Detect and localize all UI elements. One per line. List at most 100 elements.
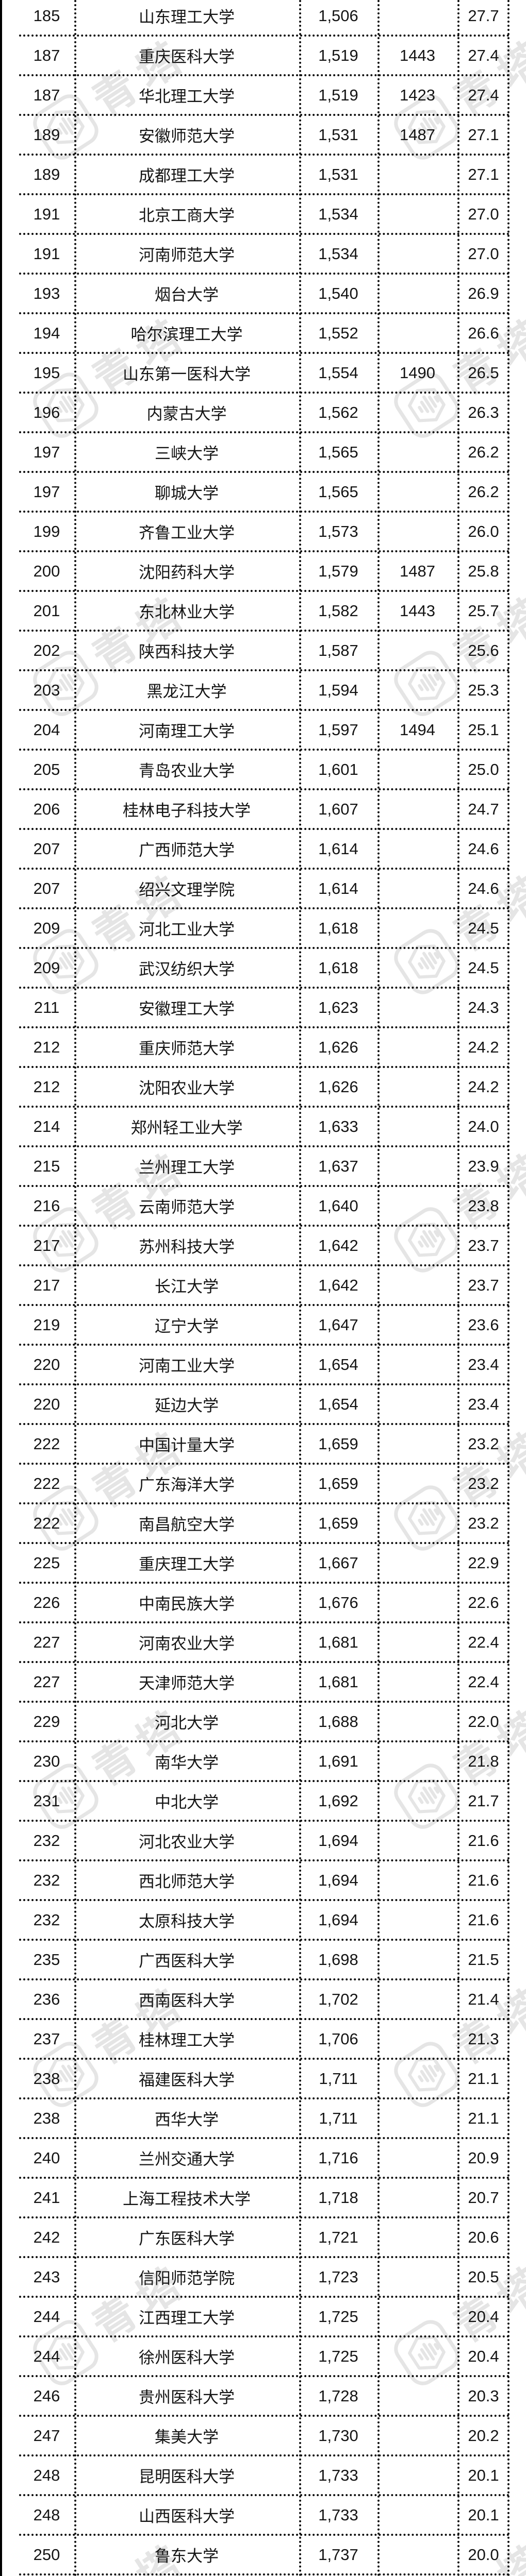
overall-rank-cell: 1,733 [318, 2505, 358, 2524]
overall-rank-cell: 1,506 [318, 6, 358, 25]
overall-rank-cell: 1,725 [318, 2307, 358, 2326]
overall-rank-cell: 1,573 [318, 522, 358, 540]
overall-rank-cell: 1,618 [318, 919, 358, 937]
table-row: 212 沈阳农业大学 1,626 24.2 [19, 1068, 509, 1108]
score-cell: 27.4 [468, 86, 499, 104]
table-row: 222 中国计量大学 1,659 23.2 [19, 1425, 509, 1465]
table-row: 241 上海工程技术大学 1,718 20.7 [19, 2179, 509, 2218]
table-row: 207 绍兴文理学院 1,614 24.6 [19, 870, 509, 909]
secondary-rank-cell: 1423 [400, 86, 435, 104]
overall-rank-cell: 1,698 [318, 1950, 358, 1969]
secondary-rank-cell [377, 2218, 457, 2256]
score-cell: 26.0 [468, 522, 499, 540]
overall-rank-cell: 1,565 [318, 482, 358, 501]
rank-cell: 246 [33, 2386, 60, 2405]
overall-rank-cell: 1,579 [318, 562, 358, 580]
university-name-cell: 黑龙江大学 [146, 683, 227, 701]
university-name-cell: 沈阳农业大学 [139, 1079, 235, 1097]
score-cell: 26.5 [468, 363, 499, 382]
table-row: 189 安徽师范大学 1,531 1487 27.1 [19, 116, 509, 156]
university-name-cell: 三峡大学 [155, 445, 219, 463]
table-row: 232 太原科技大学 1,694 21.6 [19, 1901, 509, 1941]
table-row: 211 安徽理工大学 1,623 24.3 [19, 989, 509, 1028]
table-right-border [507, 0, 509, 2576]
score-cell: 20.4 [468, 2307, 499, 2326]
score-cell: 25.3 [468, 681, 499, 699]
table-row: 189 成都理工大学 1,531 27.1 [19, 156, 509, 195]
rank-cell: 247 [33, 2426, 60, 2445]
overall-rank-cell: 1,723 [318, 2267, 358, 2286]
rank-cell: 248 [33, 2466, 60, 2484]
overall-rank-cell: 1,531 [318, 125, 358, 144]
secondary-rank-cell [377, 433, 457, 471]
rank-cell: 222 [33, 1514, 60, 1532]
overall-rank-cell: 1,706 [318, 2029, 358, 2048]
overall-rank-cell: 1,540 [318, 284, 358, 302]
secondary-rank-cell [377, 2536, 457, 2573]
rank-cell: 238 [33, 2109, 60, 2127]
rank-cell: 222 [33, 1474, 60, 1493]
overall-rank-cell: 1,614 [318, 839, 358, 858]
secondary-rank-cell [377, 1227, 457, 1264]
secondary-rank-cell [377, 751, 457, 788]
rank-cell: 211 [34, 998, 60, 1016]
score-cell: 22.9 [468, 1553, 499, 1572]
rank-cell: 191 [33, 205, 60, 223]
university-name-cell: 沈阳药科大学 [139, 564, 235, 582]
secondary-rank-cell [377, 394, 457, 431]
university-name-cell: 郑州轻工业大学 [130, 1119, 243, 1137]
university-name-cell: 南昌航空大学 [139, 1516, 235, 1534]
score-cell: 26.9 [468, 284, 499, 302]
rank-cell: 212 [33, 1077, 60, 1096]
overall-rank-cell: 1,681 [318, 1633, 358, 1651]
score-cell: 24.2 [468, 1077, 499, 1096]
score-cell: 20.7 [468, 2188, 499, 2207]
table-row: 238 福建医科大学 1,711 21.1 [19, 2060, 509, 2099]
rank-cell: 227 [33, 1633, 60, 1651]
score-cell: 23.6 [468, 1315, 499, 1334]
university-name-cell: 河北大学 [155, 1714, 219, 1732]
table-row: 215 兰州理工大学 1,637 23.9 [19, 1147, 509, 1187]
secondary-rank-cell [377, 1068, 457, 1106]
score-cell: 21.6 [468, 1910, 499, 1929]
secondary-rank-cell [377, 2179, 457, 2216]
table-row: 244 徐州医科大学 1,725 20.4 [19, 2337, 509, 2377]
overall-rank-cell: 1,654 [318, 1355, 358, 1374]
secondary-rank-cell [377, 1901, 457, 1939]
score-cell: 26.2 [468, 443, 499, 461]
score-cell: 21.6 [468, 1831, 499, 1850]
secondary-rank-cell: 1490 [400, 363, 435, 382]
secondary-rank-cell [377, 1425, 457, 1463]
score-cell: 22.0 [468, 1712, 499, 1731]
university-name-cell: 信阳师范学院 [139, 2269, 235, 2287]
university-name-cell: 山东第一医科大学 [123, 365, 251, 383]
secondary-rank-cell [377, 195, 457, 233]
score-cell: 23.2 [468, 1514, 499, 1532]
table-row: 187 华北理工大学 1,519 1423 27.4 [19, 76, 509, 116]
overall-rank-cell: 1,623 [318, 998, 358, 1016]
table-row: 195 山东第一医科大学 1,554 1490 26.5 [19, 354, 509, 394]
secondary-rank-cell [377, 156, 457, 193]
rank-cell: 187 [33, 46, 60, 64]
score-cell: 25.8 [468, 562, 499, 580]
secondary-rank-cell [377, 1663, 457, 1701]
rank-cell: 196 [33, 403, 60, 421]
table-row: 201 东北林业大学 1,582 1443 25.7 [19, 592, 509, 632]
overall-rank-cell: 1,552 [318, 324, 358, 342]
university-name-cell: 哈尔滨理工大学 [130, 326, 243, 344]
score-cell: 27.0 [468, 244, 499, 263]
table-row: 207 广西师范大学 1,614 24.6 [19, 830, 509, 870]
score-cell: 22.4 [468, 1672, 499, 1691]
university-name-cell: 辽宁大学 [155, 1317, 219, 1335]
score-cell: 27.4 [468, 46, 499, 64]
score-cell: 24.2 [468, 1038, 499, 1056]
score-cell: 21.8 [468, 1752, 499, 1770]
overall-rank-cell: 1,692 [318, 1791, 358, 1810]
table-row: 250 鲁东大学 1,737 20.0 [19, 2536, 509, 2575]
table-row: 232 西北师范大学 1,694 21.6 [19, 1861, 509, 1901]
secondary-rank-cell: 1494 [400, 720, 435, 739]
secondary-rank-cell [377, 473, 457, 511]
overall-rank-cell: 1,659 [318, 1514, 358, 1532]
secondary-rank-cell [377, 1028, 457, 1066]
secondary-rank-cell: 1487 [400, 562, 435, 580]
